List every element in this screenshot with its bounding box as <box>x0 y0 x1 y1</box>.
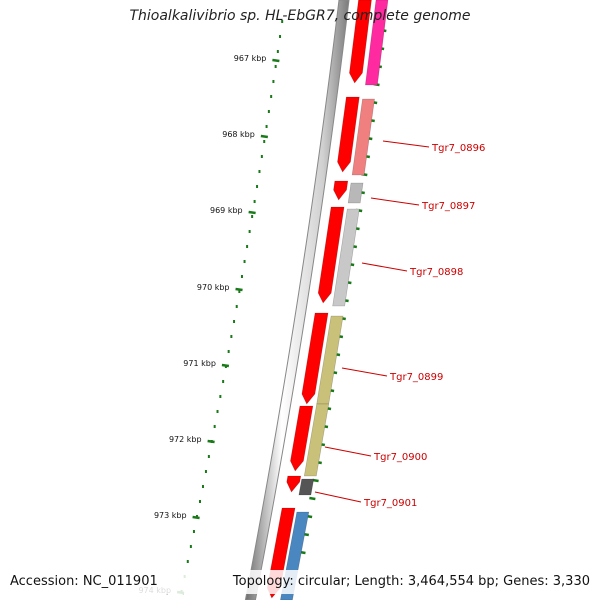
gene-label-leader <box>314 491 362 503</box>
ruler-tick <box>260 134 269 139</box>
ruler-dot <box>274 65 277 68</box>
genome-backbone <box>244 0 350 600</box>
ruler-tick-label: 969 kbp <box>210 206 243 215</box>
cds-arrow <box>333 180 349 201</box>
ruler-dot <box>207 455 210 458</box>
gene-block-tgr7-0896 <box>351 98 375 176</box>
gene-label[interactable]: Tgr7_0900 <box>373 452 427 463</box>
map-title: Thioalkalivibrio sp. HL-EbGR7, complete … <box>129 8 471 24</box>
feature-track <box>266 0 389 600</box>
gene-labels: Tgr7_0896 Tgr7_0897 Tgr7_0898 Tgr7_0899 Tgr7… <box>314 140 485 509</box>
ruler-dot <box>248 230 251 233</box>
ruler-dot <box>192 530 195 533</box>
ruler-dot <box>270 95 273 98</box>
ruler-dot <box>260 155 263 158</box>
gene-label[interactable]: Tgr7_0898 <box>409 267 463 278</box>
ruler-tick <box>272 58 280 63</box>
ruler-tick-label: 972 kbp <box>169 435 202 444</box>
ruler-dot <box>240 275 243 278</box>
ruler-dot <box>281 20 284 23</box>
cds-arrow <box>317 206 345 304</box>
gene-label-leader <box>382 140 430 148</box>
ruler-dot <box>201 485 204 488</box>
gene-block-tgr7-0901 <box>298 478 315 496</box>
ruler-tick <box>248 210 256 215</box>
ruler-dot <box>256 185 259 188</box>
ruler-dot <box>199 500 201 503</box>
feature-tick <box>312 478 319 483</box>
gene-label[interactable]: Tgr7_0899 <box>389 372 443 383</box>
backbone-band <box>244 0 350 600</box>
ruler-dot <box>263 140 266 143</box>
gene-label-leader <box>370 197 420 206</box>
ruler-tick <box>235 287 243 292</box>
ruler-dot <box>258 170 261 173</box>
ruler-dot <box>213 425 216 428</box>
ruler-dot <box>216 410 219 413</box>
ruler-dot <box>189 545 192 548</box>
ruler-dot <box>235 305 238 308</box>
feature-tick <box>309 496 316 501</box>
ruler-dot <box>276 50 279 53</box>
ruler-tick-label: 967 kbp <box>234 54 267 63</box>
footer-bar <box>0 570 600 594</box>
gene-label[interactable]: Tgr7_0897 <box>421 201 475 212</box>
ruler-dot <box>186 560 189 563</box>
ruler-tick-label: 970 kbp <box>197 283 230 292</box>
ruler-dot <box>233 320 236 323</box>
ruler-tick <box>221 363 230 368</box>
ruler-dot <box>251 215 254 218</box>
gene-label[interactable]: Tgr7_0896 <box>431 143 485 154</box>
cds-arrow <box>337 96 360 173</box>
ruler-tick <box>192 515 200 520</box>
topology-text: Topology: circular; Length: 3,464,554 bp… <box>232 574 590 589</box>
gene-label-leader <box>341 367 388 377</box>
ruler-tick-label: 968 kbp <box>222 130 255 139</box>
ruler-dot <box>227 350 230 353</box>
ruler-dot <box>243 260 246 263</box>
ruler-dot <box>272 80 275 83</box>
cds-arrow <box>290 405 314 472</box>
gene-label-leader <box>324 446 372 457</box>
ruler-dot <box>222 380 225 383</box>
ruler-dot <box>267 110 270 113</box>
ruler-dot <box>253 200 256 203</box>
gene-block-tgr7-0898 <box>332 208 360 307</box>
ruler-tick <box>207 439 215 444</box>
cds-arrow <box>301 312 329 405</box>
ruler-dot <box>279 35 282 38</box>
ruler-dot <box>204 470 207 473</box>
accession-text: Accession: NC_011901 <box>10 574 158 589</box>
cds-arrow <box>349 0 372 84</box>
ruler-dot <box>238 290 241 293</box>
gene-label[interactable]: Tgr7_0901 <box>363 498 417 509</box>
ruler-dot <box>219 395 222 398</box>
gene-block-tgr7-0900 <box>303 403 330 477</box>
ruler-dot <box>230 335 233 338</box>
gene-block-tgr7-0897 <box>347 182 364 204</box>
cds-arrow <box>286 475 302 493</box>
ruler-dot <box>246 245 249 248</box>
ruler-tick-label: 971 kbp <box>183 359 216 368</box>
ruler-tick-label: 973 kbp <box>154 511 187 520</box>
gene-block-magenta <box>365 0 389 86</box>
gene-label-leader <box>361 262 408 272</box>
ruler-dot <box>265 125 268 128</box>
